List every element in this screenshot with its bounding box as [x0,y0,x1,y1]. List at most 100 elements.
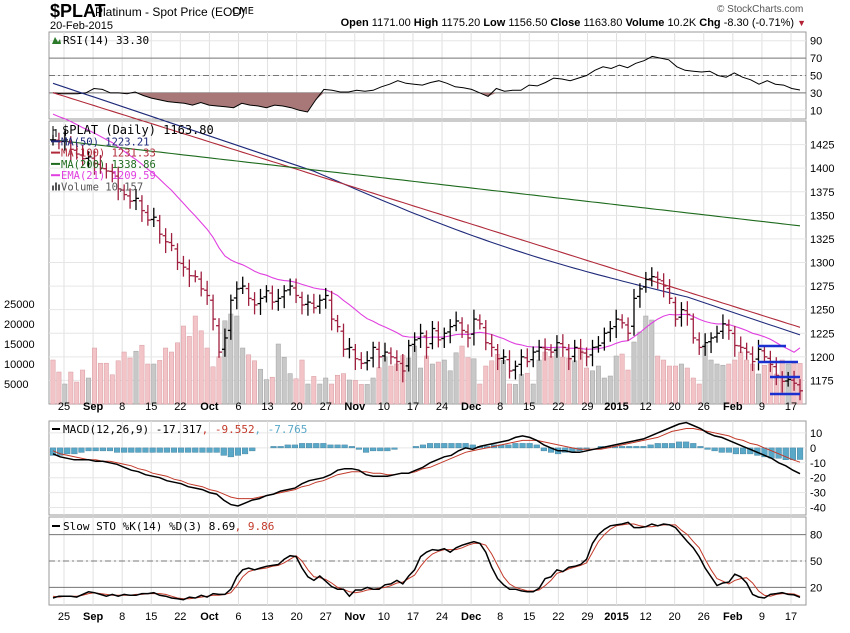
macd-histogram-bar [135,447,142,453]
macd-histogram-bar [683,441,690,449]
volume-bar [572,360,578,405]
price-ytick-label: 1200 [810,352,834,364]
low-label: Low [483,17,506,29]
macd-histogram-bar [363,447,370,453]
macd-ytick-label: -30 [810,488,826,500]
ma-100-line [52,92,801,328]
xtick-label: Dec [461,611,481,623]
macd-histogram-bar [782,447,789,460]
volume-bar [732,359,738,405]
macd-histogram-bar [227,447,234,458]
macd-histogram-bar [797,447,804,460]
open-label: Open [340,17,369,29]
volume-bar [287,373,293,405]
xtick-label: 22 [552,611,564,623]
volume-bar [756,373,761,405]
volume-bar [483,365,489,405]
xtick-label: Dec [461,401,481,413]
chart-date: 20-Feb-2015 [50,20,113,32]
macd-histogram-bar [384,447,391,452]
macd-histogram-bar [270,446,277,449]
macd-histogram-bar [697,446,704,449]
volume-bar [548,356,554,405]
macd-histogram-bar [704,447,711,450]
macd-histogram-bar [647,444,654,449]
macd-histogram-bar [690,443,697,449]
volume-bar [690,377,696,405]
volume-bar [346,379,352,405]
macd-histogram-bar [163,447,170,453]
volume-bar [435,361,441,405]
copyright-link[interactable]: © StockCharts.com [717,4,804,15]
volume-bar [222,320,228,405]
xtick-label: 24 [436,611,448,623]
price-ytick-label: 1375 [810,187,834,199]
macd-histogram-bar [334,444,341,449]
volume-bar [186,336,192,405]
macd-histogram-bar [732,447,739,455]
macd-histogram-bar [177,447,185,453]
volume-bar [661,359,667,405]
xtick-label: 20 [669,401,681,413]
volume-label: Volume [625,17,665,29]
xtick-label: Oct [200,401,219,413]
volume-bar [263,379,269,405]
macd-histogram-bar [519,443,526,449]
macd-histogram-bar [348,446,355,449]
volume-bar [631,341,637,405]
sto-k-line [52,521,801,601]
volume-bar [447,370,453,405]
volume-bar [536,359,542,405]
macd-histogram-bar [185,447,192,453]
macd-histogram-bar [85,447,92,452]
volume-bar [477,383,483,405]
macd-histogram-bar [170,447,178,453]
macd-histogram-bar [448,443,455,449]
volume-bar [678,363,684,405]
volume-bar [145,363,151,405]
volume-bar [121,351,127,405]
macd-ytick-label: -10 [810,458,826,470]
volume-bar [175,342,180,405]
volume-bar [376,367,382,405]
volume-bar [655,355,661,405]
macd-histogram-bar [277,446,284,449]
volume-bar [341,373,346,405]
volume-bar [252,360,257,405]
xtick-label: Nov [344,401,366,413]
macd-histogram-bar [92,447,99,452]
xtick-label: 17 [407,401,419,413]
rsi-ytick-label: 50 [810,71,822,83]
volume-bar [204,347,210,405]
volume-bar [281,356,287,405]
change-value: -8.30 (-0.71%) [723,17,795,29]
volume-bar [595,365,601,405]
macd-histogram-bar [505,444,512,449]
volume-bar [299,359,305,405]
volume-bar [234,315,240,405]
macd-histogram-bar [434,443,441,449]
volume-bar [364,384,370,405]
volume-bar [708,359,714,405]
volume-bar [673,365,678,405]
volume-bar [62,383,68,405]
macd-ytick-label: -40 [810,503,826,515]
macd-histogram-bar [299,443,306,449]
macd-signal-line [52,428,801,500]
xtick-label: Feb [723,401,743,413]
volume-bar [133,350,139,405]
ma-200-line [52,139,801,227]
volume-bar [625,369,631,405]
volume-bar [649,319,655,405]
volume-bar [465,357,471,405]
macd-histogram-bar [234,447,242,456]
price-legend-item: EMA(21) 1209.59 [61,170,156,182]
sto-ytick-label: 50 [810,556,822,568]
volume-ytick-label: 20000 [4,319,35,331]
macd-histogram-bar [64,447,71,455]
macd-ytick-label: 0 [810,443,816,455]
macd-histogram-bar [113,447,121,453]
xtick-label: 8 [497,611,503,623]
high-value: 1175.20 [441,17,481,29]
